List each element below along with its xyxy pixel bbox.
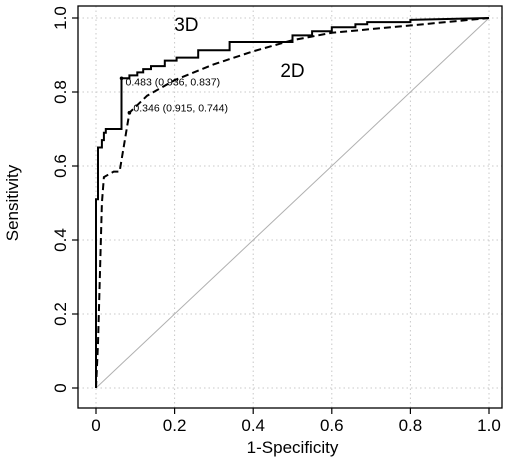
y-tick-label: 0.8	[51, 80, 70, 104]
x-tick-label: 0.2	[163, 416, 187, 435]
y-tick-label: 0.2	[51, 302, 70, 326]
axis-ticks: 0 0.2 0.4 0.6 0.8 1.0 0 0.2 0.4 0.6 0.8 1.0	[51, 6, 501, 435]
series-label-2D: 2D	[280, 61, 304, 82]
x-tick-label: 0.4	[241, 416, 265, 435]
annotations: 0.483 (0.936, 0.837) 0.346 (0.915, 0.744)	[119, 76, 228, 115]
series-labels: 3D 2D	[174, 15, 304, 82]
y-tick-label: 0.4	[51, 228, 70, 252]
reference-diagonal-line	[95, 17, 490, 389]
plot-frame	[77, 5, 503, 409]
series-line-2D	[95, 17, 490, 389]
annotation-label-0: 0.483 (0.936, 0.837)	[126, 76, 221, 88]
y-tick-label: 0.6	[51, 154, 70, 178]
annotation-point-0	[119, 76, 124, 81]
x-tick-label: 0.6	[320, 416, 344, 435]
x-tick-label: 0.8	[399, 416, 423, 435]
y-tick-label: 1.0	[51, 6, 70, 30]
annotation-point-1	[127, 110, 132, 115]
reference-diagonal	[95, 17, 490, 389]
annotation-label-1: 0.346 (0.915, 0.744)	[133, 103, 228, 115]
x-tick-label: 1.0	[477, 416, 501, 435]
x-axis-title: 1-Specificity	[247, 438, 339, 457]
x-tick-label: 0	[91, 416, 100, 435]
grid	[78, 6, 502, 408]
series-label-3D: 3D	[174, 15, 198, 36]
series-line-3D	[95, 17, 490, 388]
series-group	[95, 17, 490, 389]
y-axis-title: Sensitivity	[3, 164, 22, 241]
y-tick-label: 0	[51, 383, 70, 392]
